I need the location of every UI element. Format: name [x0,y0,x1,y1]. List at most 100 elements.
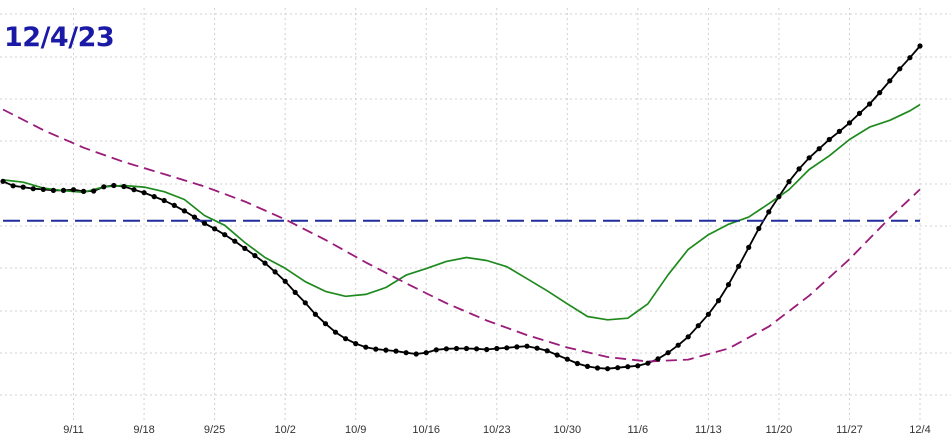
date-stamp: 12/4/23 [4,22,115,53]
data-point-marker [443,346,449,352]
data-point-marker [393,348,399,354]
data-point-marker [796,166,802,172]
data-point-marker [675,342,681,348]
data-point-marker [181,208,187,214]
data-point-marker [353,341,359,347]
data-point-marker [846,120,853,126]
x-tick-label: 9/25 [204,424,225,435]
x-axis-tick-labels: 9/11 9/18 9/25 10/2 10/9 10/16 10/23 10/30 11/6 1… [63,424,931,435]
data-point-marker [262,260,268,266]
data-point-marker [897,66,903,72]
data-point-marker [423,350,429,356]
data-point-marker [70,187,77,193]
black-series-line [2,45,921,370]
data-point-marker [131,187,137,193]
data-point-marker [917,43,923,49]
data-point-marker [564,356,570,362]
data-point-marker [373,346,379,352]
data-point-marker [121,183,127,190]
data-point-marker [615,365,621,371]
x-tick-label: 10/30 [554,424,582,435]
data-point-marker [514,344,520,350]
data-point-marker [81,188,87,194]
data-point-marker [816,146,822,152]
data-point-marker [50,187,57,193]
data-point-marker [635,363,641,369]
data-point-marker [756,225,762,232]
x-tick-label: 11/20 [766,424,793,435]
data-point-marker [725,282,732,288]
x-tick-label: 10/2 [274,424,295,435]
data-point-marker [242,245,248,251]
data-point-marker [212,226,218,232]
data-point-marker [856,110,863,116]
x-tick-label: 10/9 [345,424,366,435]
data-point-marker [665,350,671,356]
data-point-marker [272,269,278,275]
data-point-marker [736,263,742,269]
data-point-marker [302,300,308,306]
data-point-marker [151,194,157,200]
data-point-marker [191,214,198,220]
x-tick-label: 11/13 [695,424,722,435]
data-point-marker [806,155,812,161]
data-point-marker [554,352,560,358]
data-point-marker [836,128,843,134]
data-point-marker [171,202,177,208]
green-series-line [2,103,921,321]
data-point-marker [111,182,117,189]
data-point-marker [786,179,792,185]
data-point-marker [695,323,701,329]
series-layer [2,45,921,370]
data-point-marker [0,178,6,184]
grid-lines [0,8,951,420]
data-point-marker [867,101,873,107]
x-tick-label: 12/4 [909,424,930,435]
data-point-marker [474,346,480,352]
data-point-marker [574,360,581,367]
magenta-dashed-series-line [2,108,921,363]
data-point-marker [594,365,601,371]
data-point-marker [161,197,167,204]
data-point-marker [20,184,26,190]
data-point-marker [332,329,339,335]
data-point-marker [746,244,752,250]
data-point-marker [232,238,238,244]
x-tick-label: 10/16 [412,424,440,435]
data-point-marker [494,345,500,352]
data-point-marker [201,220,208,226]
data-point-marker [222,232,228,238]
data-point-marker [141,190,147,196]
marker-layer [0,43,923,372]
data-point-marker [343,336,349,342]
data-point-marker [363,344,369,350]
data-point-marker [544,348,550,354]
data-point-marker [877,90,883,96]
data-point-marker [655,356,661,362]
data-point-marker [887,78,893,84]
data-point-marker [534,345,540,351]
x-tick-label: 10/23 [483,424,511,435]
data-point-marker [322,321,329,327]
data-point-marker [484,346,490,353]
data-point-marker [383,347,389,353]
x-tick-label: 9/18 [133,424,154,435]
data-point-marker [101,184,107,190]
data-point-marker [685,334,691,340]
data-point-marker [433,347,439,353]
data-point-marker [907,55,913,61]
data-point-marker [10,183,16,189]
data-point-marker [403,350,409,356]
data-point-marker [413,351,419,357]
x-tick-label: 9/11 [63,424,84,435]
data-point-marker [60,187,67,193]
data-point-marker [282,278,288,284]
x-tick-label: 11/27 [836,424,863,435]
data-point-marker [826,136,832,143]
data-point-marker [40,186,46,192]
data-point-marker [584,363,591,369]
x-tick-label: 11/6 [628,424,649,435]
data-point-marker [91,188,97,194]
data-point-marker [252,253,258,259]
data-point-marker [705,311,712,317]
